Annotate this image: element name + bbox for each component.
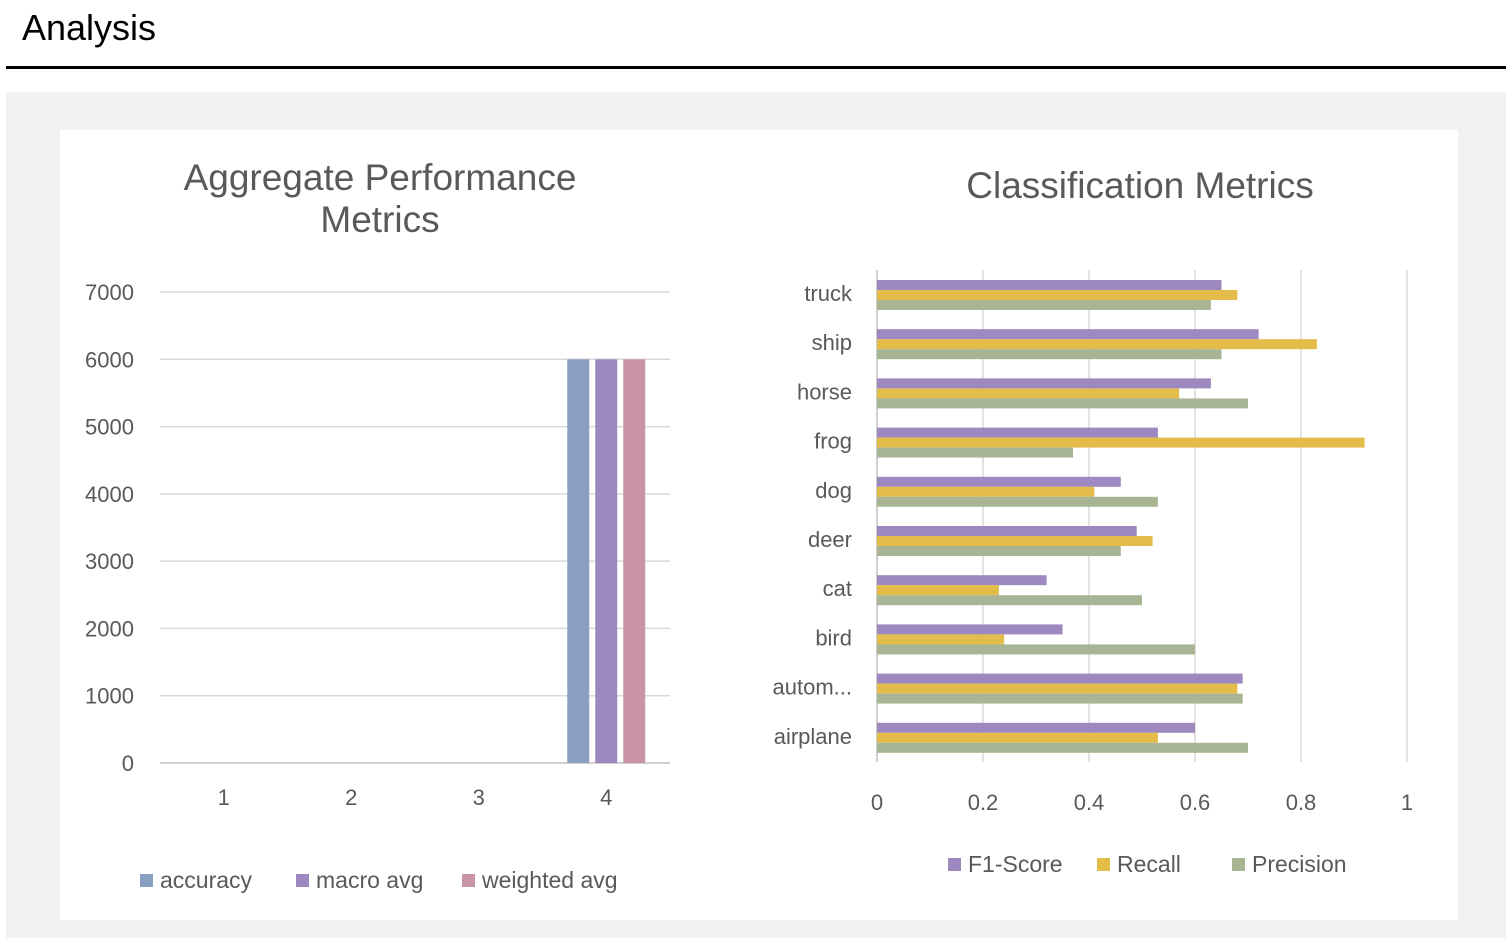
bar [877,546,1121,556]
bar [877,585,999,596]
bar [877,349,1222,360]
bar [877,496,1158,507]
chart-title: Metrics [320,199,439,240]
y-tick-label: airplane [774,724,852,749]
bar [877,742,1248,753]
bar [877,644,1195,655]
legend-swatch [462,874,475,887]
bar [877,722,1195,733]
y-tick-label: 3000 [85,549,134,574]
bar [877,575,1047,586]
chart-title: Aggregate Performance [184,157,577,198]
bar [877,693,1243,704]
bar [877,300,1211,310]
bar [877,329,1259,340]
bar [877,398,1248,409]
bar [877,427,1158,438]
y-tick-label: 6000 [85,347,134,372]
y-tick-label: autom... [773,675,852,700]
y-tick-label: 4000 [85,482,134,507]
legend-label: accuracy [160,867,253,893]
bar [877,486,1095,497]
x-tick-label: 2 [345,785,357,810]
y-tick-label: bird [815,625,852,650]
page-title: Analysis [22,7,157,48]
bar [877,624,1063,635]
legend-label: weighted avg [481,867,618,893]
y-tick-label: 1000 [85,684,134,709]
legend-swatch [1232,858,1245,871]
legend-swatch [296,874,309,887]
legend-label: F1-Score [968,851,1063,877]
x-tick-label: 4 [600,785,612,810]
x-tick-label: 1 [218,785,230,810]
bar [877,476,1121,487]
bar [623,359,646,763]
chart-area: Aggregate Performance Metrics 0 1000 2000 300… [6,92,1506,938]
y-tick-label: deer [808,527,852,552]
chart-card: Aggregate Performance Metrics 0 1000 2000 300… [60,130,1458,920]
legend-label: macro avg [316,867,423,893]
y-tick-label: 2000 [85,616,134,641]
chart-title: Classification Metrics [966,165,1313,206]
bar [877,378,1211,389]
legend-label: Recall [1117,851,1181,877]
bar [877,634,1005,645]
bar [567,359,590,763]
bar [877,388,1180,399]
bar [877,339,1317,350]
y-tick-label: 7000 [85,280,134,305]
bar [877,683,1238,694]
y-tick-label: horse [797,379,852,404]
bar [877,290,1238,300]
bar [877,526,1137,536]
y-tick-label: truck [804,281,853,306]
bar [877,595,1142,606]
legend-swatch [1097,858,1110,871]
heading-divider [6,66,1506,69]
classification-metrics-chart: Classification Metrics 0 0.2 0.4 0.6 0.8 1 airp… [773,165,1414,877]
bar [877,536,1153,546]
x-tick-label: 0.6 [1180,790,1211,815]
y-tick-label: 5000 [85,415,134,440]
legend-swatch [948,858,961,871]
y-tick-label: ship [812,330,852,355]
x-tick-label: 0.8 [1286,790,1317,815]
bar [877,447,1074,458]
legend-label: Precision [1252,851,1347,877]
y-tick-label: dog [815,478,852,503]
legend-swatch [140,874,153,887]
x-tick-label: 0 [871,790,883,815]
y-tick-label: cat [823,576,852,601]
bar [595,359,618,763]
y-tick-label: frog [814,429,852,454]
bar [877,437,1365,448]
y-tick-label: 0 [122,751,134,776]
bar [877,673,1243,684]
x-tick-label: 3 [473,785,485,810]
x-tick-label: 1 [1401,790,1413,815]
x-tick-label: 0.2 [968,790,999,815]
x-tick-label: 0.4 [1074,790,1105,815]
bar [877,732,1158,743]
bar [877,280,1222,290]
